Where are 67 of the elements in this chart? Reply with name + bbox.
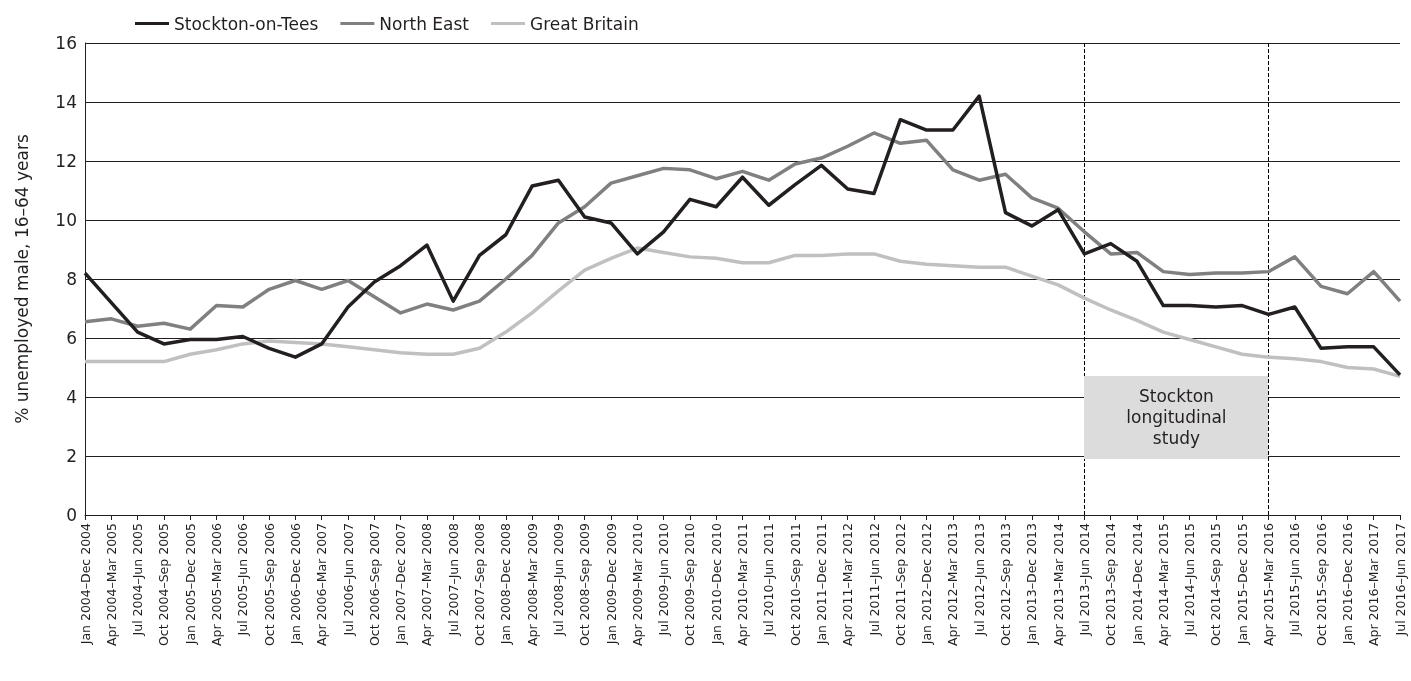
x-tick-label: Jul 2006–Jun 2007 <box>340 523 356 637</box>
x-tick-label: Jan 2009–Dec 2009 <box>603 522 619 646</box>
x-tick-label: Oct 2014–Sep 2015 <box>1208 523 1224 646</box>
x-tick-label: Oct 2006–Sep 2007 <box>366 523 382 646</box>
x-tick-label: Jan 2016–Dec 2016 <box>1339 522 1355 646</box>
x-tick-label: Jan 2011–Dec 2011 <box>813 523 829 646</box>
x-tick-label: Jul 2004–Jun 2005 <box>130 523 146 637</box>
x-tick-label: Jul 2016–Jun 2017 <box>1392 523 1408 637</box>
x-tick-label: Apr 2008–Mar 2009 <box>524 522 540 647</box>
x-tick-label: Jan 2004–Dec 2004 <box>77 522 93 646</box>
x-tick-label: Apr 2011–Mar 2012 <box>840 523 856 647</box>
x-tick-label: Apr 2006–Mar 2007 <box>314 523 330 647</box>
x-tick-label: Oct 2009–Sep 2010 <box>682 522 698 646</box>
x-tick-label: Oct 2015–Sep 2016 <box>1313 522 1329 646</box>
x-tick-label: Oct 2005–Sep 2006 <box>261 522 277 646</box>
y-tick-label: 0 <box>66 505 77 525</box>
x-tick-label: Oct 2004–Sep 2005 <box>156 523 172 646</box>
x-tick-label: Jan 2008–Dec 2008 <box>498 522 514 646</box>
legend-label: Stockton-on-Tees <box>174 13 319 34</box>
x-tick-label: Apr 2013–Mar 2014 <box>1050 522 1066 647</box>
x-tick-label: Jan 2007–Dec 2007 <box>393 523 409 646</box>
x-tick-label: Oct 2008–Sep 2009 <box>577 522 593 646</box>
y-tick-label: 6 <box>66 328 77 348</box>
x-tick-label: Oct 2013–Sep 2014 <box>1103 522 1119 646</box>
x-tick-label: Jan 2006–Dec 2006 <box>287 522 303 646</box>
x-tick-label: Jul 2009–Jun 2010 <box>656 522 672 637</box>
x-tick-label: Jul 2011–Jun 2012 <box>866 523 882 637</box>
x-tick-label: Apr 2009–Mar 2010 <box>629 522 645 647</box>
y-tick-label: 12 <box>55 151 77 171</box>
x-tick-label: Apr 2016–Mar 2017 <box>1366 523 1382 647</box>
x-tick-label: Jul 2015–Jun 2016 <box>1287 522 1303 637</box>
line-series <box>83 131 1402 331</box>
x-tick-label: Jul 2005–Jun 2006 <box>235 522 251 637</box>
x-tick-label: Oct 2010–Sep 2011 <box>787 523 803 646</box>
x-tick-label: Jan 2015–Dec 2015 <box>1234 523 1250 646</box>
y-tick-label: 14 <box>55 92 77 112</box>
line-series <box>83 246 1402 379</box>
x-tick-label: Apr 2007–Mar 2008 <box>419 522 435 647</box>
x-tick-label: Apr 2005–Mar 2006 <box>209 522 224 647</box>
x-tick-label: Apr 2014–Mar 2015 <box>1155 523 1171 647</box>
x-tick-label: Apr 2012–Mar 2013 <box>945 523 961 647</box>
x-tick-label: Jan 2005–Dec 2005 <box>182 523 198 646</box>
y-tick-label: 16 <box>55 33 77 53</box>
note-box: Stockton longitudinal study <box>1084 376 1269 459</box>
x-tick-label: Jan 2010–Dec 2010 <box>708 522 724 646</box>
x-tick-label: Apr 2004–Mar 2005 <box>103 523 119 647</box>
x-tick-label: Jul 2007–Jun 2008 <box>445 522 461 637</box>
legend-label: Great Britain <box>529 13 639 34</box>
x-tick-label: Apr 2010–Mar 2011 <box>735 523 750 647</box>
x-tick-label: Jul 2013–Jun 2014 <box>1076 522 1092 637</box>
x-tick-label: Jul 2010–Jun 2011 <box>761 523 777 637</box>
y-axis-title: % unemployed male, 16–64 years <box>11 134 32 424</box>
y-tick-label: 8 <box>66 269 77 289</box>
x-tick-label: Oct 2007–Sep 2008 <box>472 522 487 646</box>
x-tick-label: Apr 2015–Mar 2016 <box>1261 522 1276 647</box>
x-tick-label: Oct 2012–Sep 2013 <box>998 523 1013 646</box>
y-tick-label: 2 <box>66 446 77 466</box>
x-tick-label: Jan 2013–Dec 2013 <box>1024 523 1040 646</box>
x-tick-label: Jul 2008–Jun 2009 <box>550 522 566 637</box>
legend-label: North East <box>379 13 470 34</box>
y-tick-label: 4 <box>66 387 77 407</box>
x-tick-label: Jan 2014–Dec 2014 <box>1129 522 1145 646</box>
y-tick-label: 10 <box>55 210 77 230</box>
x-tick-label: Jan 2012–Dec 2012 <box>919 523 935 646</box>
x-tick-label: Jul 2012–Jun 2013 <box>971 523 987 637</box>
x-tick-label: Oct 2011–Sep 2012 <box>892 523 908 646</box>
x-tick-label: Jul 2014–Jun 2015 <box>1182 523 1198 637</box>
